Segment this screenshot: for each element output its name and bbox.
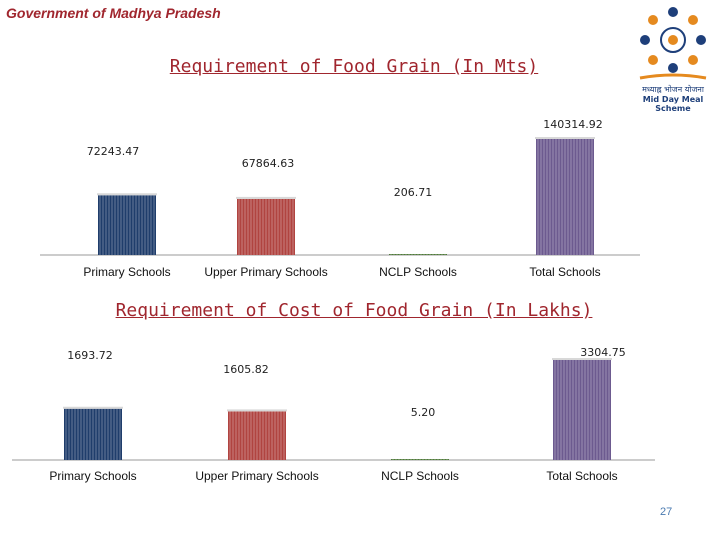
mid-day-meal-logo bbox=[639, 7, 707, 80]
bar-upper-primary bbox=[227, 409, 287, 460]
category-label: NCLP Schools bbox=[381, 469, 459, 483]
value-label: 5.20 bbox=[411, 406, 436, 419]
bar-primary bbox=[63, 406, 123, 460]
value-label: 206.71 bbox=[394, 186, 433, 199]
category-label: NCLP Schools bbox=[379, 265, 457, 279]
category-label: Total Schools bbox=[546, 469, 617, 483]
value-label: 1693.72 bbox=[67, 349, 113, 362]
value-label: 72243.47 bbox=[87, 145, 140, 158]
logo-english-text: Mid Day Meal Scheme bbox=[642, 95, 704, 113]
bar-upper-primary bbox=[236, 196, 296, 255]
value-label: 67864.63 bbox=[242, 157, 295, 170]
value-label: 3304.75 bbox=[580, 346, 626, 359]
bar-total bbox=[535, 137, 595, 255]
government-title: Government of Madhya Pradesh bbox=[6, 5, 221, 21]
bar-primary bbox=[97, 193, 157, 255]
food-grain-chart: 72243.47 Primary Schools 67864.63 Upper Pri… bbox=[40, 118, 640, 279]
category-label: Primary Schools bbox=[49, 469, 136, 483]
value-label: 140314.92 bbox=[543, 118, 603, 131]
category-label: Primary Schools bbox=[83, 265, 170, 279]
chart2-title: Requirement of Cost of Food Grain (In La… bbox=[115, 300, 593, 321]
category-label: Upper Primary Schools bbox=[195, 469, 318, 483]
logo-hindi-text: मध्याह्न भोजन योजना bbox=[642, 85, 704, 94]
chart1-title: Requirement of Food Grain (In Mts) bbox=[169, 56, 539, 77]
page-number: 27 bbox=[660, 506, 673, 518]
logo-emblem-icon bbox=[639, 7, 707, 80]
bar-nclp bbox=[389, 254, 447, 255]
category-label: Total Schools bbox=[529, 265, 600, 279]
bar-nclp bbox=[391, 459, 449, 460]
value-label: 1605.82 bbox=[223, 363, 269, 376]
category-label: Upper Primary Schools bbox=[204, 265, 327, 279]
bar-total bbox=[552, 358, 612, 460]
